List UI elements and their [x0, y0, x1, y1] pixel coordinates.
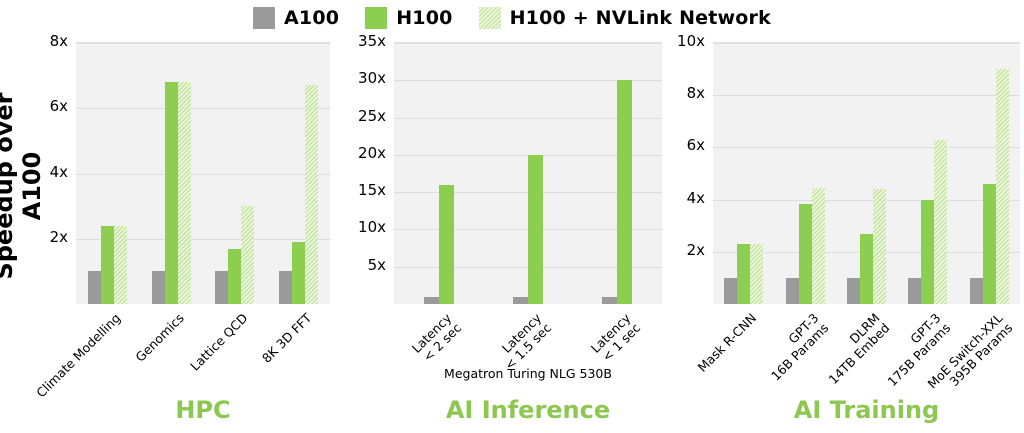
legend-swatch-h100 [365, 7, 388, 29]
gridline [713, 95, 1020, 97]
x-tick-label: Climate Modelling [33, 310, 124, 401]
gridline [713, 199, 1020, 201]
bar-h100-nvlink [934, 139, 948, 304]
bar-h100 [860, 233, 873, 304]
legend-swatch-a100 [253, 7, 276, 29]
bar-h100 [291, 242, 305, 304]
bar-h100-nvlink [873, 189, 886, 304]
bar-h100-nvlink [114, 225, 128, 304]
bar-a100 [785, 277, 799, 304]
chart-legend: A100 H100 H100 + NVLink Network [0, 4, 1024, 32]
section-title-ai-training: AI Training [793, 396, 940, 424]
x-tick-label: GPT-3 16B Params [758, 310, 831, 383]
y-tick-label: 35x [358, 32, 386, 50]
bar-a100 [908, 277, 922, 304]
legend-item-h100-nvlink: H100 + NVLink Network [478, 7, 771, 29]
gridline [713, 43, 1020, 44]
plot-area-ai-training [713, 42, 1020, 304]
y-tick-label: 8x [49, 32, 68, 50]
y-tick-label: 30x [358, 69, 386, 88]
legend-item-a100: A100 [253, 7, 339, 29]
y-tick-label: 20x [358, 143, 386, 162]
bar-h100 [737, 243, 751, 304]
x-axis-subtitle: Megatron Turing NLG 530B [444, 366, 612, 381]
x-tick-label: Mask R-CNN [695, 310, 760, 375]
y-tick-label: 2x [686, 240, 705, 259]
y-tick-label: 6x [686, 136, 705, 155]
legend-label-h100: H100 [396, 7, 453, 29]
x-tick-label: Genomics [132, 310, 188, 365]
gridline [76, 173, 330, 175]
bar-h100 [101, 225, 115, 304]
gridline [394, 80, 662, 82]
y-tick-label: 10x [677, 32, 705, 50]
x-tick-label-line: Mask R-CNN [695, 310, 760, 375]
gridline [394, 117, 662, 119]
bar-h100-nvlink [304, 85, 318, 304]
y-tick-label: 8x [686, 84, 705, 103]
bar-h100-nvlink [995, 69, 1009, 304]
x-tick-label-line: Lattice QCD [187, 310, 251, 374]
bar-h100 [228, 248, 242, 304]
bar-h100-nvlink [750, 243, 764, 304]
bar-h100 [921, 199, 935, 304]
y-tick-label: 25x [358, 106, 386, 125]
gridline [76, 43, 330, 44]
legend-swatch-h100-nvlink [478, 7, 501, 29]
bar-a100 [88, 271, 102, 304]
y-tick-label: 15x [358, 181, 386, 200]
legend-item-h100: H100 [365, 7, 452, 29]
y-tick-label: 6x [49, 97, 68, 116]
bar-h100-nvlink [241, 206, 255, 304]
section-title-ai-inference: AI Inference [445, 396, 611, 424]
bar-h100 [528, 154, 543, 304]
bar-h100 [164, 82, 178, 304]
gridline [76, 108, 330, 110]
y-tick-label: 4x [686, 188, 705, 207]
x-tick-label-line: Climate Modelling [33, 310, 124, 401]
bar-h100 [438, 184, 454, 304]
legend-label-a100: A100 [284, 7, 340, 29]
gridline [713, 147, 1020, 149]
x-tick-label: Lattice QCD [187, 310, 251, 374]
y-tick-label: 4x [49, 162, 68, 181]
bar-h100 [982, 183, 996, 304]
bar-a100 [423, 296, 439, 304]
legend-label-h100-nvlink: H100 + NVLink Network [509, 7, 771, 29]
bar-h100-nvlink [177, 82, 191, 304]
y-tick-label: 2x [49, 227, 68, 246]
section-title-hpc: HPC [175, 396, 231, 424]
bar-a100 [724, 277, 738, 304]
y-tick-label: 10x [358, 218, 386, 237]
x-tick-label-line: Genomics [132, 310, 188, 365]
x-tick-label: Latency < 1 sec [588, 310, 643, 366]
bar-h100-nvlink [811, 187, 825, 304]
x-tick-label: Latency < 2 sec [409, 310, 464, 366]
plot-area-hpc [76, 42, 330, 304]
bar-a100 [847, 277, 860, 304]
gridline [394, 43, 662, 44]
plot-area-ai-inference [394, 42, 662, 304]
bar-a100 [602, 296, 618, 304]
x-tick-label-line: 8K 3D FFT [258, 310, 315, 366]
bar-a100 [969, 277, 983, 304]
y-axis-label: Speedup over A100 [0, 92, 46, 280]
bar-h100 [617, 80, 633, 304]
bar-a100 [151, 271, 165, 304]
gridline [76, 238, 330, 240]
x-tick-label: 8K 3D FFT [258, 310, 315, 366]
bar-a100 [513, 296, 528, 304]
y-tick-label: 5x [367, 255, 386, 274]
bar-h100 [798, 203, 812, 304]
bar-a100 [215, 271, 229, 304]
bar-a100 [278, 271, 292, 304]
x-tick-label: Latency < 1.5 sec [492, 310, 553, 372]
